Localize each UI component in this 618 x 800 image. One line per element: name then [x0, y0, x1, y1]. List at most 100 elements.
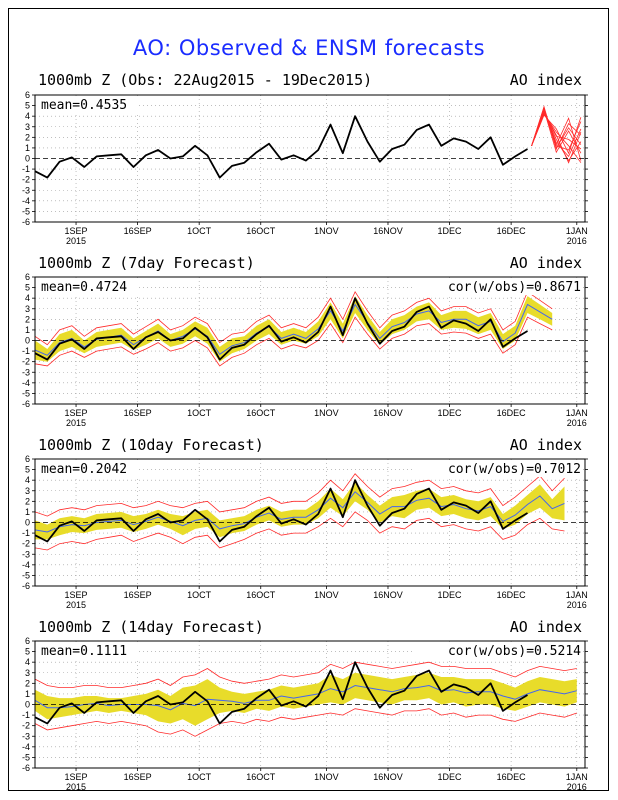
y-tick-label: -6 [22, 399, 30, 409]
x-tick-label: 1SEP [65, 772, 88, 782]
x-tick-label: 1JAN [566, 226, 588, 236]
x-tick-label: 1NOV [314, 408, 339, 418]
y-tick-label: -6 [22, 217, 30, 227]
y-tick-label: 5 [25, 283, 30, 293]
y-tick-label: -3 [22, 731, 30, 741]
x-tick-label: 16SEP [124, 590, 152, 600]
panel-title: 1000mb Z (10day Forecast) [38, 436, 264, 454]
spread-band [35, 482, 565, 540]
cor-label-bg [413, 280, 582, 295]
x-tick-sublabel: 2016 [567, 600, 587, 610]
y-tick-label: 3 [25, 304, 30, 314]
observed-line [34, 115, 528, 179]
y-tick-label: -2 [22, 539, 30, 549]
x-tick-label: 16SEP [124, 772, 152, 782]
y-tick-label: 1 [25, 325, 30, 335]
cor-label-bg [413, 644, 582, 659]
observed-line [34, 661, 528, 725]
x-tick-label: 1OCT [187, 226, 212, 236]
x-tick-label: 16NOV [373, 408, 403, 418]
mean-label: mean=0.1111 [41, 644, 127, 659]
y-tick-label: 3 [25, 486, 30, 496]
x-tick-label: 1JAN [566, 590, 588, 600]
panel-1: 1000mb Z (Obs: 22Aug2015 - 19Dec2015) AO … [22, 71, 588, 246]
x-tick-sublabel: 2015 [66, 600, 86, 610]
mean-label-bg [38, 644, 138, 659]
x-tick-label: 16OCT [246, 590, 276, 600]
y-tick-label: 5 [25, 465, 30, 475]
x-tick-label: 16DEC [497, 226, 527, 236]
y-tick-label: -3 [22, 549, 30, 559]
cor-label: cor(w/obs)=0.7012 [448, 462, 581, 477]
y-tick-label: -3 [22, 185, 30, 195]
y-tick-label: 2 [25, 132, 30, 142]
x-tick-label: 1OCT [187, 590, 212, 600]
x-tick-sublabel: 2016 [567, 236, 587, 246]
x-tick-label: 16OCT [246, 772, 276, 782]
y-tick-label: -1 [22, 528, 30, 538]
y-tick-label: -4 [22, 196, 30, 206]
mean-label-bg [38, 280, 138, 295]
y-tick-label: -4 [22, 560, 30, 570]
mean-label: mean=0.2042 [41, 462, 127, 477]
x-tick-label: 1NOV [314, 772, 339, 782]
y-tick-label: -6 [22, 581, 30, 591]
y-tick-label: 0 [25, 154, 30, 164]
x-tick-label: 16DEC [497, 590, 527, 600]
y-tick-label: 0 [25, 336, 30, 346]
y-tick-label: -2 [22, 175, 30, 185]
x-tick-label: 1DEC [438, 772, 463, 782]
y-tick-label: 5 [25, 647, 30, 657]
y-tick-label: 5 [25, 101, 30, 111]
y-tick-label: 6 [25, 272, 30, 282]
spread-upper-line [34, 661, 577, 688]
x-tick-label: 1DEC [438, 590, 463, 600]
x-tick-label: 1SEP [65, 226, 88, 236]
cor-label: cor(w/obs)=0.5214 [448, 644, 581, 659]
panel-right-label: AO index [510, 254, 582, 272]
y-tick-label: -3 [22, 367, 30, 377]
y-tick-label: -5 [22, 752, 30, 762]
x-tick-sublabel: 2016 [567, 782, 587, 792]
y-tick-label: 2 [25, 678, 30, 688]
y-tick-label: 0 [25, 518, 30, 528]
mean-label: mean=0.4724 [41, 280, 127, 295]
x-tick-label: 1SEP [65, 408, 88, 418]
x-tick-label: 1JAN [566, 408, 588, 418]
x-tick-label: 16SEP [124, 226, 152, 236]
y-tick-label: -5 [22, 570, 30, 580]
y-tick-label: -2 [22, 357, 30, 367]
y-tick-label: 6 [25, 636, 30, 646]
y-tick-label: 1 [25, 143, 30, 153]
spread-lower-line [34, 316, 553, 367]
spread-band [35, 672, 577, 726]
y-tick-label: 3 [25, 668, 30, 678]
x-tick-label: 1OCT [187, 408, 212, 418]
y-tick-label: 6 [25, 90, 30, 100]
panel-2: 1000mb Z (7day Forecast) AO index mean=0.4… [22, 254, 588, 428]
y-tick-label: 4 [25, 111, 30, 121]
x-tick-label: 16DEC [497, 408, 527, 418]
panel-title: 1000mb Z (14day Forecast) [38, 618, 264, 636]
observed-line [34, 297, 528, 361]
ensemble-member-line [531, 105, 582, 151]
y-tick-label: 3 [25, 122, 30, 132]
panel-right-label: AO index [510, 71, 582, 89]
panel-4: 1000mb Z (14day Forecast) AO index mean=0.… [22, 618, 588, 792]
spread-upper-line [34, 473, 565, 517]
spread-lower-line [34, 511, 565, 551]
spread-upper-line [34, 290, 553, 346]
cor-label: cor(w/obs)=0.8671 [448, 280, 581, 295]
y-tick-label: 0 [25, 700, 30, 710]
panel-right-label: AO index [510, 618, 582, 636]
x-tick-sublabel: 2015 [66, 782, 86, 792]
observed-line [34, 479, 528, 543]
y-tick-label: -1 [22, 346, 30, 356]
y-tick-label: 6 [25, 454, 30, 464]
x-tick-label: 1DEC [438, 226, 463, 236]
x-tick-label: 1DEC [438, 408, 463, 418]
x-tick-label: 16NOV [373, 226, 403, 236]
y-tick-label: 2 [25, 496, 30, 506]
x-tick-label: 16DEC [497, 772, 527, 782]
